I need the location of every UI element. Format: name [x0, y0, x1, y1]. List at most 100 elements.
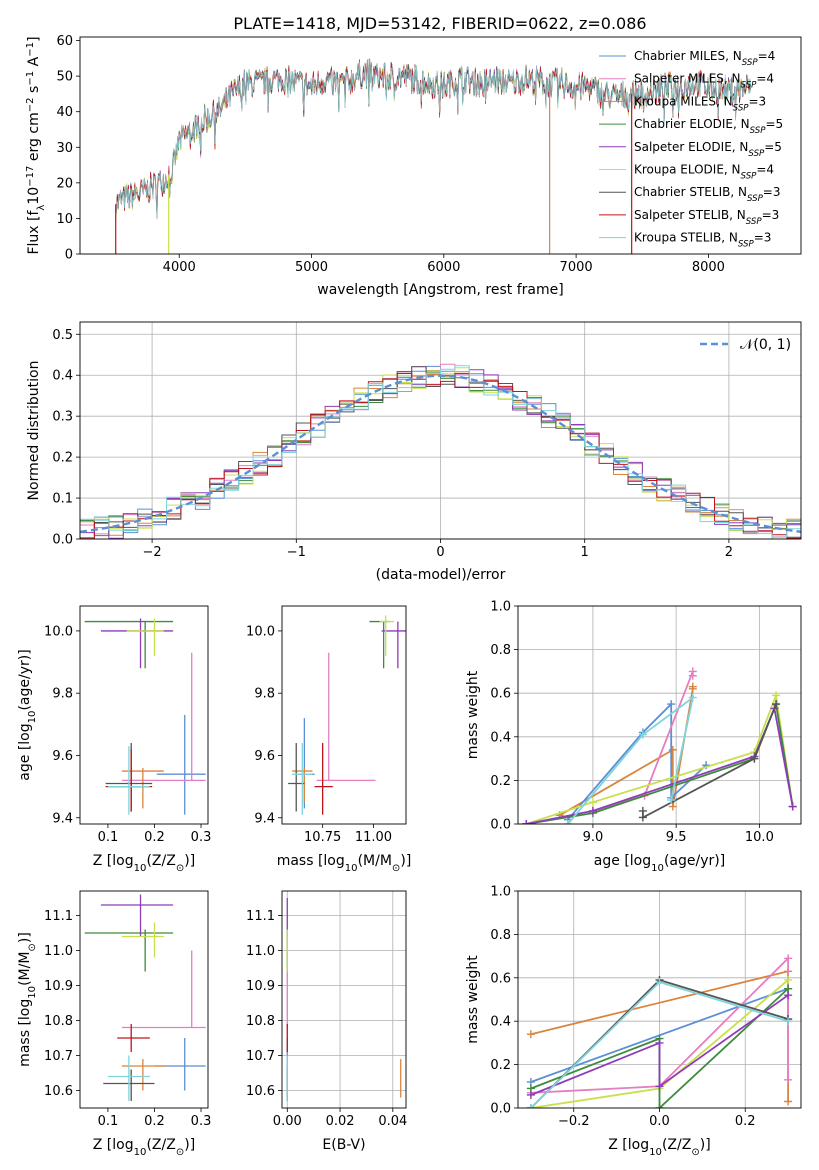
- legend-label: Salpeter MILES, NSSP=4: [634, 72, 774, 91]
- residuals-panel: −2 −1 0 1 2 0.0 0.1 0.2 0.3 0.4 0.5 𝒩(0, 1) (data-mo…: [26, 321, 802, 583]
- age_vs_Z-points: [84, 618, 206, 815]
- y-tick-label: 0.6: [490, 687, 511, 702]
- age_vs_mass-xlabel-part: ⊙: [392, 863, 400, 874]
- y-tick-label: 1.0: [490, 885, 511, 900]
- mass_vs_Z-xlabel: Z [log10(Z/Z⊙)]: [93, 1137, 195, 1158]
- weight_vs_Z-xlabel-part: ⊙: [691, 1147, 699, 1158]
- x-tick-label: 0.2: [144, 1114, 165, 1129]
- spectrum-xlabel: wavelength [Angstrom, rest frame]: [317, 282, 563, 298]
- weight_vs_Z-xlabel: Z [log10(Z/Z⊙)]: [608, 1137, 710, 1158]
- y-tick-label: 0.6: [490, 971, 511, 986]
- spectrum-panel: 4000 5000 6000 7000 8000 0 10 20 30 40 50 60 wavelen…: [25, 34, 802, 298]
- age_vs_Z-xlabel-part: (Z/Z: [146, 853, 175, 869]
- age_vs_Z-xlabel: Z [log10(Z/Z⊙)]: [93, 853, 195, 874]
- legend-label: Kroupa MILES, NSSP=3: [634, 94, 766, 113]
- x-tick-label: 0.1: [98, 1114, 119, 1129]
- y-tick-label: 0.5: [52, 328, 73, 343]
- y-tick-label: 0.0: [490, 1102, 511, 1117]
- weight_vs_age-series: [522, 667, 797, 824]
- y-tick-label: 0.2: [490, 774, 511, 789]
- weight-marker: [655, 1104, 664, 1108]
- weight-marker: [668, 802, 677, 811]
- weight-marker: [588, 806, 597, 815]
- y-tick-label: 10: [56, 212, 73, 227]
- age_vs_mass-xlabel: mass [log10(M/M⊙)]: [277, 853, 412, 874]
- weight_vs_age-ylabel-part: mass weight: [465, 670, 481, 759]
- mass_vs_Z-xlabel-part: ⊙: [176, 1147, 184, 1158]
- residual-hists: [80, 363, 801, 539]
- residuals-xlabel: (data-model)/error: [376, 567, 506, 583]
- mass_vs_EBV-xlabel: E(B-V): [322, 1137, 365, 1153]
- x-tick-label: 11.00: [355, 830, 392, 845]
- weight-marker: [784, 1097, 793, 1106]
- legend-label-part: =3: [762, 208, 780, 222]
- age_vs_Z-ylabel: age [log10(age/yr)]: [17, 649, 38, 780]
- legend-label-part: =3: [749, 94, 767, 108]
- spectrum-ylabel: Flux [fλ10−17 erg cm−2 s−1 A−1]: [25, 36, 47, 254]
- spectrum-line: [115, 59, 752, 218]
- axes-frame: [79, 36, 802, 255]
- normal-legend-label-part: 𝒩(0, 1): [740, 337, 791, 353]
- axes-frame: [79, 605, 209, 825]
- legend-label-part: =5: [765, 117, 783, 131]
- weight_vs_Z-xlabel-part: (Z/Z: [662, 1137, 691, 1153]
- x-tick-label: 0.2: [735, 1114, 756, 1129]
- axes-frame: [281, 890, 407, 1109]
- x-tick-label: 0.02: [326, 1114, 355, 1129]
- y-tick-label: 11.0: [246, 944, 275, 959]
- spectrum-title: PLATE=1418, MJD=53142, FIBERID=0622, z=0…: [233, 14, 646, 33]
- legend-label-part: SSP: [733, 103, 750, 113]
- legend-label-part: Chabrier ELODIE, N: [634, 117, 750, 131]
- x-tick-label: 0.3: [191, 1114, 212, 1129]
- mass_vs_Z-ylabel-part: mass [log: [17, 999, 33, 1067]
- y-tick-label: 10.9: [246, 979, 275, 994]
- weight-line: [526, 705, 794, 824]
- legend-label: Salpeter ELODIE, NSSP=5: [634, 140, 782, 159]
- weight_vs_age-xlabel: age [log10(age/yr)]: [594, 853, 725, 874]
- y-tick-label: 0.4: [52, 369, 73, 384]
- y-tick-label: 0.2: [490, 1058, 511, 1073]
- weight-marker: [526, 1030, 535, 1039]
- y-tick-label: 40: [56, 105, 73, 120]
- legend-label: Kroupa ELODIE, NSSP=4: [634, 163, 774, 182]
- weight_vs_age-xlabel-part: 10: [651, 863, 664, 874]
- y-tick-label: 0.3: [52, 410, 73, 425]
- weight-marker: [784, 954, 793, 963]
- y-tick-label: 0.0: [52, 533, 73, 548]
- weight-line: [567, 695, 695, 824]
- weight-marker: [638, 813, 647, 822]
- y-tick-label: 20: [56, 176, 73, 191]
- mass_vs_Z-points: [84, 894, 206, 1101]
- legend-label-part: Kroupa MILES, N: [634, 94, 733, 108]
- mass_vs_Z-panel: 0.1 0.2 0.310.610.710.810.911.011.1Z [log1…: [17, 890, 212, 1158]
- age_vs_Z-panel: 0.1 0.2 0.39.49.69.810.0Z [log10(Z/Z⊙)]age…: [17, 605, 211, 874]
- weight-marker: [655, 1038, 664, 1047]
- x-tick-label: 0.1: [98, 830, 119, 845]
- x-tick-label: 10.0: [745, 830, 774, 845]
- age_vs_mass-xlabel-part: (M/M: [358, 853, 392, 869]
- age_vs_Z-ylabel-part: age [log: [17, 723, 33, 780]
- spectrum-ylabel-part: ]: [26, 36, 42, 41]
- legend-label: Chabrier ELODIE, NSSP=5: [634, 117, 783, 136]
- weight_vs_Z-ylabel-part: mass weight: [465, 955, 481, 1044]
- legend-label-part: =4: [758, 49, 776, 63]
- weight-marker: [784, 1075, 793, 1084]
- legend-label-part: Salpeter STELIB, N: [634, 208, 746, 222]
- legend-label-part: SSP: [742, 58, 759, 68]
- mass_vs_Z-ylabel-part: ⊙: [27, 943, 38, 951]
- x-tick-label: 6000: [427, 260, 460, 275]
- weight-marker: [526, 1104, 535, 1108]
- weight_vs_Z-xlabel-part: )]: [700, 1137, 711, 1153]
- mass_vs_Z-xlabel-part: Z [log: [93, 1137, 134, 1153]
- residuals-ylabel-part: Normed distribution: [26, 361, 42, 501]
- weight-marker: [784, 975, 793, 984]
- spectrum-xlabel-part: wavelength [Angstrom, rest frame]: [317, 282, 563, 298]
- legend-label-part: =3: [754, 231, 772, 245]
- weight-marker: [563, 820, 572, 824]
- weight_vs_Z-xlabel-part: Z [log: [608, 1137, 649, 1153]
- y-tick-label: 9.8: [254, 687, 275, 702]
- x-tick-label: 0.2: [144, 830, 165, 845]
- normal-legend-label: 𝒩(0, 1): [740, 337, 791, 353]
- y-tick-label: 11.0: [44, 944, 73, 959]
